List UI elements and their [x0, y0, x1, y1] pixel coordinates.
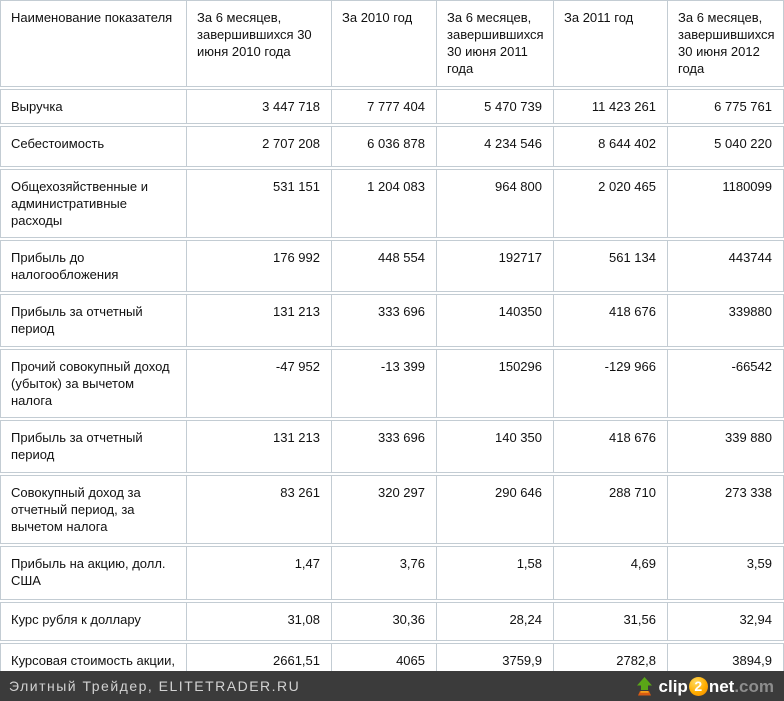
cell-6m-2012: 3,59	[667, 547, 783, 599]
cell-6m-2010: 2 707 208	[186, 127, 331, 166]
table-row: Курсовая стоимость акции, руб. 2661,51 4…	[0, 643, 784, 671]
cell-6m-2012: 273 338	[667, 476, 783, 543]
cell-6m-2011: 964 800	[436, 170, 553, 237]
table-row: Общехозяйственные и административные рас…	[0, 169, 784, 238]
cell-year-2011: -129 966	[553, 350, 667, 417]
logo-text-net: net	[708, 676, 735, 696]
cell-year-2011: 8 644 402	[553, 127, 667, 166]
cell-year-2011: 2 020 465	[553, 170, 667, 237]
cell-year-2010: 7 777 404	[331, 90, 436, 123]
cell-year-2011: 4,69	[553, 547, 667, 599]
row-label: Выручка	[11, 99, 63, 114]
cell-6m-2010: 31,08	[186, 603, 331, 640]
row-label: Прибыль на акцию, долл. США	[11, 556, 166, 588]
cell-year-2010: 30,36	[331, 603, 436, 640]
cell-6m-2010: -47 952	[186, 350, 331, 417]
logo-text-clip: clip	[658, 676, 688, 696]
table-row: Себестоимость 2 707 208 6 036 878 4 234 …	[0, 126, 784, 167]
cell-6m-2011: 150296	[436, 350, 553, 417]
row-label: Курсовая стоимость акции, руб.	[11, 653, 175, 671]
upload-arrow-icon	[635, 676, 654, 696]
cell-6m-2010: 131 213	[186, 421, 331, 472]
row-label: Прочий совокупный доход (убыток) за выче…	[11, 359, 170, 408]
cell-6m-2010: 176 992	[186, 241, 331, 291]
table-row: Прибыль за отчетный период 131 213 333 6…	[0, 294, 784, 347]
cell-6m-2011: 140 350	[436, 421, 553, 472]
table-row: Выручка 3 447 718 7 777 404 5 470 739 11…	[0, 89, 784, 124]
cell-6m-2012: -66542	[667, 350, 783, 417]
cell-6m-2010: 1,47	[186, 547, 331, 599]
column-header-year-2011: За 2011 год	[553, 1, 667, 86]
column-header-6m-2011: За 6 месяцев, завершившихся 30 июня 2011…	[436, 1, 553, 86]
cell-6m-2010: 3 447 718	[186, 90, 331, 123]
cell-6m-2011: 192717	[436, 241, 553, 291]
cell-year-2011: 561 134	[553, 241, 667, 291]
cell-6m-2012: 32,94	[667, 603, 783, 640]
cell-6m-2012: 3894,9	[667, 644, 783, 671]
row-label: Себестоимость	[11, 136, 105, 151]
cell-year-2010: 3,76	[331, 547, 436, 599]
cell-year-2011: 31,56	[553, 603, 667, 640]
cell-6m-2011: 3759,9	[436, 644, 553, 671]
cell-6m-2011: 290 646	[436, 476, 553, 543]
cell-6m-2011: 1,58	[436, 547, 553, 599]
table-row: Прочий совокупный доход (убыток) за выче…	[0, 349, 784, 418]
cell-year-2011: 288 710	[553, 476, 667, 543]
table-row: Прибыль до налогообложения 176 992 448 5…	[0, 240, 784, 292]
column-header-indicator: Наименование показателя	[11, 10, 173, 25]
row-label: Прибыль до налогообложения	[11, 250, 119, 282]
cell-6m-2012: 6 775 761	[667, 90, 783, 123]
logo-text-com: .com	[734, 676, 774, 696]
footer-bar: Элитный Трейдер, ELITETRADER.RU clip 2 n…	[0, 671, 784, 701]
row-label: Общехозяйственные и административные рас…	[11, 179, 149, 228]
column-header-6m-2010: За 6 месяцев, завершившихся 30 июня 2010…	[186, 1, 331, 86]
cell-year-2011: 418 676	[553, 421, 667, 472]
cell-6m-2011: 4 234 546	[436, 127, 553, 166]
cell-6m-2012: 443744	[667, 241, 783, 291]
cell-6m-2012: 1180099	[667, 170, 783, 237]
table-row: Прибыль на акцию, долл. США 1,47 3,76 1,…	[0, 546, 784, 600]
row-label: Курс рубля к доллару	[11, 612, 141, 627]
cell-6m-2012: 339 880	[667, 421, 783, 472]
cell-year-2010: -13 399	[331, 350, 436, 417]
table-body: Выручка 3 447 718 7 777 404 5 470 739 11…	[0, 89, 784, 671]
cell-year-2011: 11 423 261	[553, 90, 667, 123]
cell-6m-2012: 339880	[667, 295, 783, 346]
cell-year-2011: 2782,8	[553, 644, 667, 671]
row-label: Совокупный доход за отчетный период, за …	[11, 485, 141, 534]
cell-year-2010: 333 696	[331, 421, 436, 472]
cell-6m-2010: 531 151	[186, 170, 331, 237]
cell-year-2010: 320 297	[331, 476, 436, 543]
column-header-6m-2012: За 6 месяцев, завершившихся 30 июня 2012…	[667, 1, 783, 86]
table-header-row: Наименование показателя За 6 месяцев, за…	[0, 0, 784, 87]
cell-year-2010: 1 204 083	[331, 170, 436, 237]
cell-year-2010: 448 554	[331, 241, 436, 291]
cell-year-2010: 4065	[331, 644, 436, 671]
cell-6m-2012: 5 040 220	[667, 127, 783, 166]
credit-text: Элитный Трейдер, ELITETRADER.RU	[9, 678, 301, 694]
financial-table: Наименование показателя За 6 месяцев, за…	[0, 0, 784, 671]
cell-6m-2010: 83 261	[186, 476, 331, 543]
table-row: Совокупный доход за отчетный период, за …	[0, 475, 784, 544]
table-row: Прибыль за отчетный период 131 213 333 6…	[0, 420, 784, 473]
cell-6m-2010: 2661,51	[186, 644, 331, 671]
row-label: Прибыль за отчетный период	[11, 304, 143, 336]
table-row: Курс рубля к доллару 31,08 30,36 28,24 3…	[0, 602, 784, 641]
cell-year-2010: 333 696	[331, 295, 436, 346]
cell-6m-2010: 131 213	[186, 295, 331, 346]
logo-badge-2: 2	[688, 676, 708, 696]
row-label: Прибыль за отчетный период	[11, 430, 143, 462]
cell-6m-2011: 28,24	[436, 603, 553, 640]
cell-year-2011: 418 676	[553, 295, 667, 346]
column-header-year-2010: За 2010 год	[331, 1, 436, 86]
cell-6m-2011: 5 470 739	[436, 90, 553, 123]
cell-year-2010: 6 036 878	[331, 127, 436, 166]
cell-6m-2011: 140350	[436, 295, 553, 346]
clip2net-logo[interactable]: clip 2 net .com	[635, 676, 774, 696]
